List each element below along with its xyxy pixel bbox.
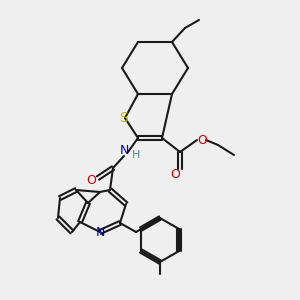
Text: N: N bbox=[95, 226, 105, 239]
Text: O: O bbox=[197, 134, 207, 146]
Text: H: H bbox=[132, 150, 140, 160]
Text: N: N bbox=[119, 143, 129, 157]
Text: S: S bbox=[120, 111, 128, 125]
Text: O: O bbox=[86, 173, 96, 187]
Text: O: O bbox=[170, 167, 180, 181]
